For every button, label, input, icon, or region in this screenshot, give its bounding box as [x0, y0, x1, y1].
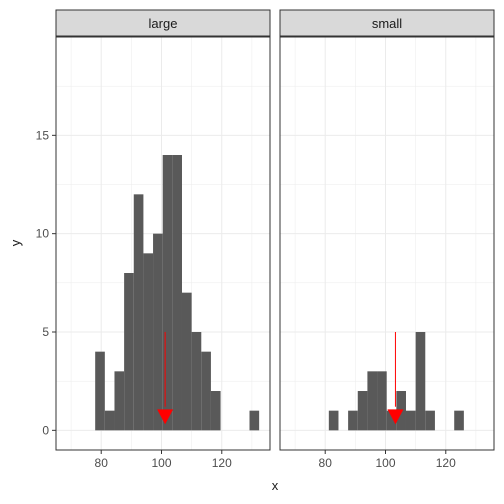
histogram-bar [357, 391, 368, 431]
facet-strip-label: large [149, 16, 178, 31]
histogram-bar [386, 410, 397, 431]
histogram-bar [415, 332, 426, 431]
histogram-bar [328, 410, 339, 431]
histogram-bar [405, 410, 416, 431]
facet-panels: large small [55, 9, 495, 451]
facet-panel-large: large [55, 9, 271, 451]
histogram-bar [153, 233, 163, 431]
histogram-bar [95, 351, 105, 431]
histogram-bar [114, 371, 125, 431]
x-tick-label: 100 [151, 456, 171, 470]
histogram-bar [172, 155, 182, 431]
histogram-bar [348, 410, 358, 431]
facet-strip-label: small [372, 16, 402, 31]
histogram-bar [210, 391, 221, 431]
panel-border [55, 36, 271, 451]
x-axis-title: x [272, 478, 279, 493]
y-tick-label: 0 [42, 423, 49, 437]
panel-border [279, 36, 495, 451]
plot-background [280, 37, 494, 450]
facet-strip [279, 9, 495, 37]
x-tick-label: 120 [436, 456, 456, 470]
histogram-bar [377, 371, 387, 431]
histogram-bar [143, 253, 154, 431]
mean-marker-arrow [157, 409, 174, 425]
mean-marker-arrow [387, 409, 404, 425]
histogram-bar [133, 194, 144, 431]
y-axis-ticks: 0 5 10 15 [36, 128, 56, 437]
histogram-bar [191, 332, 202, 431]
histogram-bar [124, 273, 134, 431]
x-axis-ticks: 80 100 120 80 100 120 [95, 450, 456, 470]
x-tick-label: 120 [212, 456, 232, 470]
x-tick-label: 100 [375, 456, 395, 470]
x-tick-label: 80 [95, 456, 109, 470]
histogram-bar [104, 410, 115, 431]
y-tick-label: 15 [36, 128, 50, 142]
histogram-bar [162, 155, 173, 431]
histogram-bar [454, 410, 464, 431]
y-axis-title: y [8, 239, 23, 246]
histogram-bar [367, 371, 378, 431]
x-tick-label: 80 [319, 456, 333, 470]
histogram-bar [425, 410, 435, 431]
facet-panel-small: small [279, 9, 495, 451]
histogram-bar [249, 410, 260, 431]
histogram-bar [201, 351, 211, 431]
histogram-bar [181, 292, 192, 431]
facet-strip [55, 9, 271, 37]
y-tick-label: 5 [42, 325, 49, 339]
y-tick-label: 10 [36, 227, 50, 241]
